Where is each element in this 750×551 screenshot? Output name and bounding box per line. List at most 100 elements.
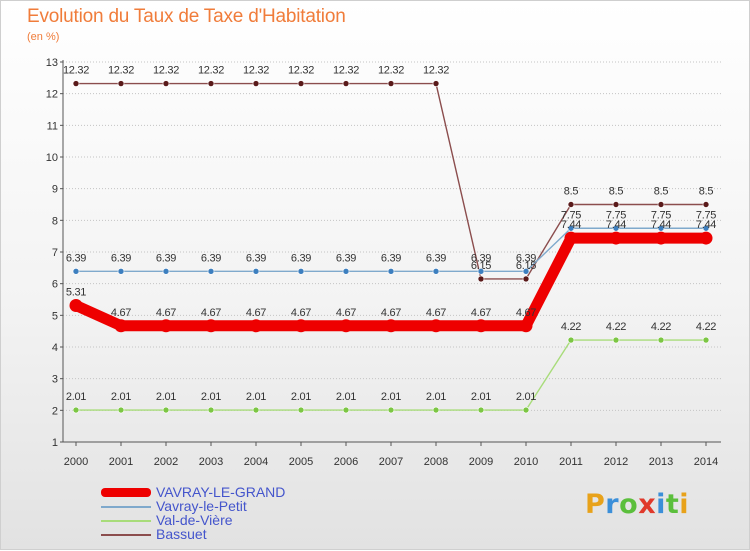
data-label-vavray-le-petit: 6.39 — [291, 252, 311, 264]
data-point-vavray-le-grand — [204, 319, 218, 333]
data-point-val-de-vi-re — [657, 336, 665, 344]
data-point-val-de-vi-re — [702, 336, 710, 344]
data-point-bassuet — [117, 80, 125, 87]
data-point-vavray-le-petit — [477, 268, 485, 275]
data-label-val-de-vi-re: 4.22 — [651, 321, 671, 333]
data-label-bassuet: 12.32 — [288, 65, 314, 77]
x-tick-label: 2010 — [514, 456, 538, 468]
data-point-bassuet — [702, 201, 710, 208]
data-point-val-de-vi-re — [612, 336, 620, 344]
x-tick-label: 2003 — [199, 456, 223, 468]
x-tick-label: 2013 — [649, 456, 673, 468]
proxiti-logo: Proxiti — [585, 489, 689, 520]
data-label-val-de-vi-re: 2.01 — [111, 391, 131, 403]
data-point-bassuet — [342, 80, 350, 87]
data-point-vavray-le-petit — [252, 268, 260, 275]
chart-title: Evolution du Taux de Taxe d'Habitation — [27, 6, 346, 27]
logo-letter: P — [585, 489, 606, 520]
legend-swatch — [101, 520, 151, 522]
legend-swatch — [101, 534, 151, 536]
data-point-vavray-le-petit — [657, 224, 665, 232]
data-label-vavray-le-grand: 7.44 — [561, 219, 581, 231]
data-label-bassuet: 12.32 — [243, 65, 269, 77]
data-point-bassuet — [162, 80, 170, 87]
series-line-bassuet — [75, 82, 707, 280]
data-label-val-de-vi-re: 2.01 — [336, 391, 356, 403]
data-point-vavray-le-petit — [72, 268, 80, 275]
data-label-val-de-vi-re: 2.01 — [426, 391, 446, 403]
legend-item: VAVRAY-LE-GRAND — [101, 484, 361, 500]
x-tick-label: 2012 — [604, 456, 628, 468]
data-label-val-de-vi-re: 2.01 — [156, 391, 176, 403]
data-point-bassuet — [522, 275, 530, 283]
data-point-bassuet — [567, 201, 575, 208]
data-point-bassuet — [432, 80, 440, 87]
data-label-vavray-le-grand: 4.67 — [246, 307, 266, 319]
data-label-val-de-vi-re: 4.22 — [561, 321, 581, 333]
data-label-vavray-le-petit: 6.39 — [201, 252, 221, 264]
data-point-vavray-le-grand — [159, 319, 173, 333]
data-label-vavray-le-petit: 7.75 — [561, 209, 581, 221]
logo-letter: t — [665, 489, 680, 520]
y-tick-label: 13 — [46, 57, 58, 69]
logo-letter: i — [679, 489, 690, 520]
x-tick-label: 2001 — [109, 456, 133, 468]
data-point-vavray-le-petit — [207, 268, 215, 275]
legend-label: Val-de-Vière — [156, 512, 233, 528]
data-point-vavray-le-grand — [474, 319, 488, 333]
data-label-val-de-vi-re: 4.22 — [696, 321, 716, 333]
data-point-bassuet — [252, 80, 260, 87]
y-tick-label: 7 — [52, 247, 58, 259]
data-point-vavray-le-petit — [387, 268, 395, 275]
legend-label: Bassuet — [156, 526, 207, 542]
data-point-vavray-le-petit — [342, 268, 350, 275]
data-point-val-de-vi-re — [522, 406, 530, 414]
data-point-bassuet — [657, 201, 665, 208]
data-label-vavray-le-petit: 6.39 — [156, 252, 176, 264]
data-point-bassuet — [612, 201, 620, 208]
data-point-vavray-le-grand — [564, 231, 578, 245]
y-tick-label: 1 — [52, 437, 58, 449]
data-point-val-de-vi-re — [252, 406, 260, 414]
data-label-val-de-vi-re: 2.01 — [516, 391, 536, 403]
x-tick-label: 2009 — [469, 456, 493, 468]
data-point-vavray-le-grand — [69, 299, 83, 313]
data-point-vavray-le-petit — [567, 224, 575, 232]
y-tick-label: 10 — [46, 152, 58, 164]
data-label-bassuet: 6.15 — [471, 260, 491, 272]
data-point-val-de-vi-re — [72, 406, 80, 414]
data-label-val-de-vi-re: 2.01 — [201, 391, 221, 403]
logo-letter: r — [605, 489, 620, 520]
data-point-bassuet — [297, 80, 305, 87]
data-point-vavray-le-petit — [432, 268, 440, 275]
data-point-vavray-le-petit — [702, 224, 710, 232]
data-label-vavray-le-petit: 7.75 — [606, 209, 626, 221]
legend-label: Vavray-le-Petit — [156, 498, 247, 514]
data-label-bassuet: 12.32 — [63, 65, 89, 77]
y-tick-label: 8 — [52, 215, 58, 227]
logo-letter: i — [656, 489, 666, 520]
data-point-val-de-vi-re — [567, 336, 575, 344]
data-label-bassuet: 8.5 — [609, 186, 624, 198]
data-label-vavray-le-grand: 4.67 — [291, 307, 311, 319]
x-tick-label: 2007 — [379, 456, 403, 468]
data-label-vavray-le-petit: 7.75 — [696, 209, 716, 221]
data-label-vavray-le-grand: 4.67 — [201, 307, 221, 319]
data-label-bassuet: 12.32 — [198, 65, 224, 77]
data-point-vavray-le-grand — [339, 319, 353, 333]
data-point-val-de-vi-re — [477, 406, 485, 414]
data-label-val-de-vi-re: 4.22 — [606, 321, 626, 333]
data-point-val-de-vi-re — [297, 406, 305, 414]
data-label-vavray-le-petit: 7.75 — [651, 209, 671, 221]
data-label-vavray-le-petit: 6.39 — [426, 252, 446, 264]
data-label-bassuet: 8.5 — [699, 186, 714, 198]
data-point-val-de-vi-re — [387, 406, 395, 414]
data-point-vavray-le-grand — [294, 319, 308, 333]
legend-item: Bassuet — [101, 526, 361, 542]
data-point-vavray-le-petit — [117, 268, 125, 275]
legend-swatch — [101, 488, 151, 497]
data-label-val-de-vi-re: 2.01 — [291, 391, 311, 403]
legend-item: Vavray-le-Petit — [101, 498, 361, 514]
